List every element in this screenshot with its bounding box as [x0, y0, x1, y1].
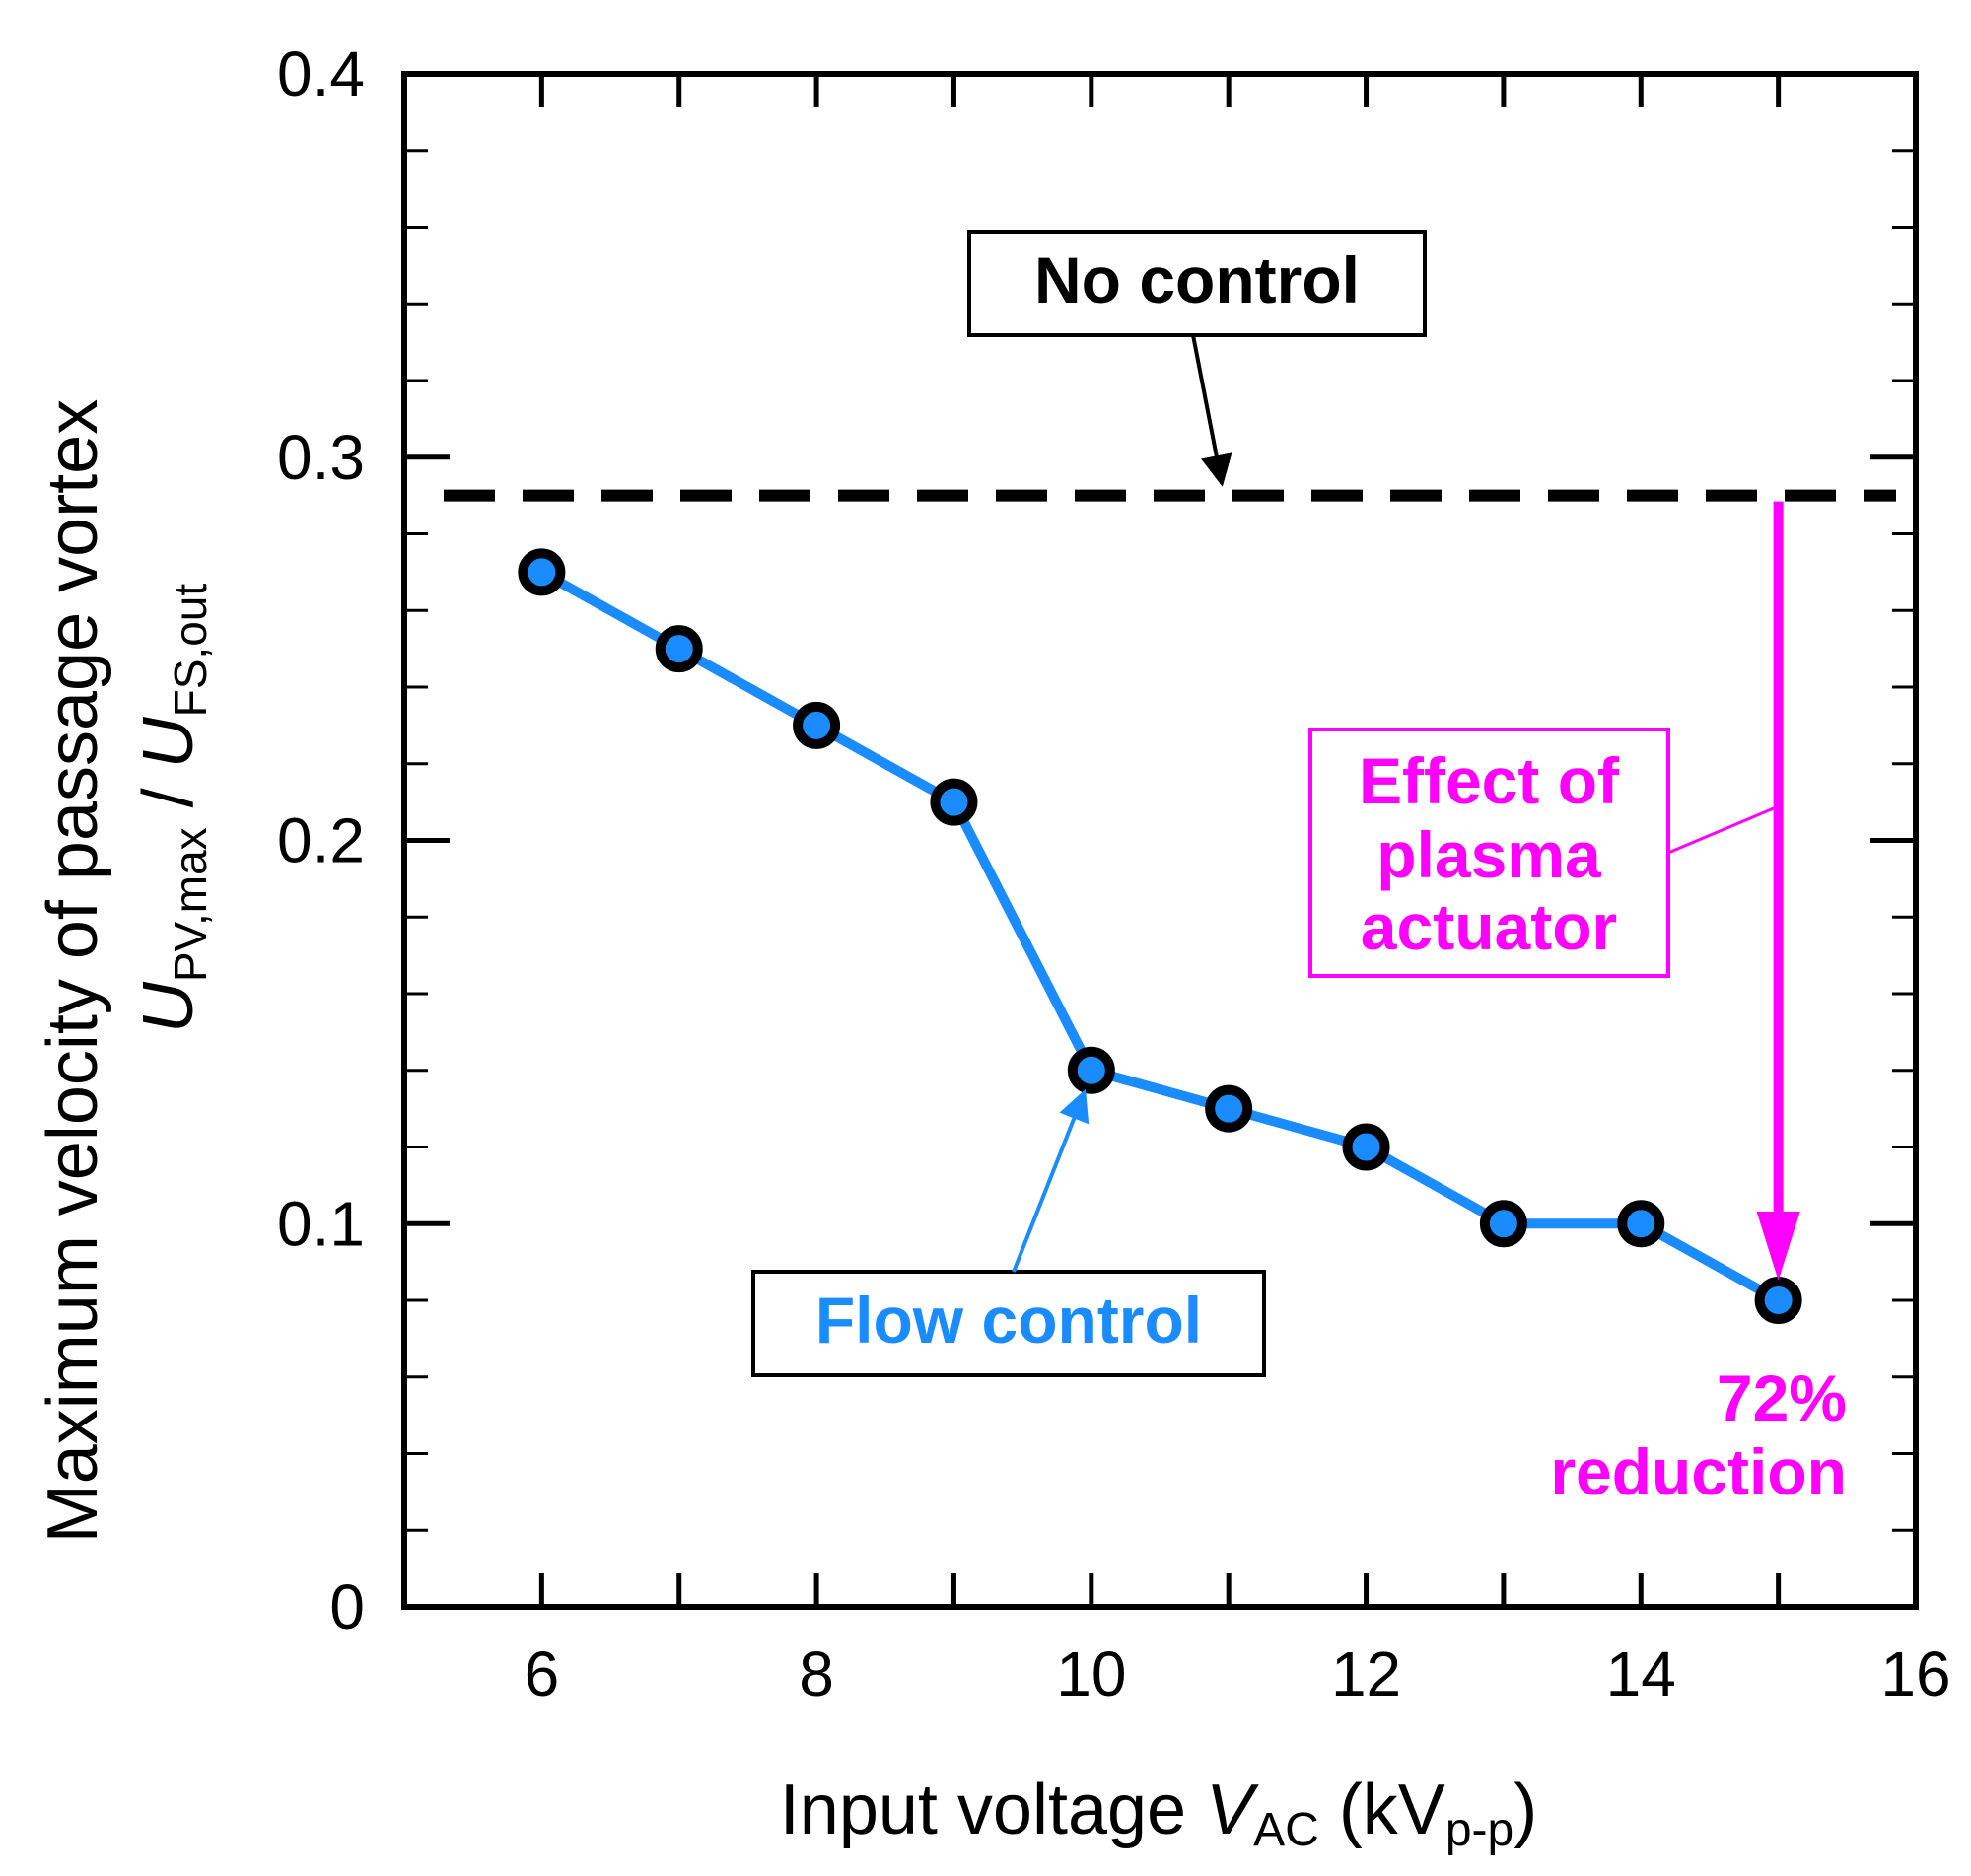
y-tick-label: 0.4 [277, 38, 365, 109]
x-axis-unit-open: (kV [1319, 1771, 1445, 1849]
y-tick-label: 0.2 [277, 805, 365, 876]
effect-label-line3: actuator [1361, 890, 1617, 963]
effect-label-box [1308, 728, 1670, 978]
tick-labels: 6 8 10 12 14 16 0 0.1 0.2 0.3 0.4 [277, 38, 1951, 1709]
y-tick-label: 0 [329, 1571, 365, 1642]
x-axis-var-sub: AC [1253, 1804, 1319, 1856]
no-control-label: No control [1034, 243, 1360, 316]
y-axis-u1-sub: PV,max [165, 827, 216, 982]
flow-control-label: Flow control [815, 1284, 1202, 1356]
y-tick-label: 0.3 [277, 422, 365, 493]
effect-label-line2: plasma [1376, 818, 1602, 891]
flow-control-label-box [751, 1270, 1266, 1377]
flow-control-point [930, 778, 978, 826]
flow-control-point [793, 701, 841, 749]
flow-control-point [1617, 1200, 1665, 1248]
flow-control-point [518, 548, 566, 596]
x-tick-label: 6 [525, 1638, 560, 1709]
flow-control-point [1754, 1277, 1802, 1324]
x-tick-label: 8 [799, 1638, 834, 1709]
x-tick-label: 12 [1331, 1638, 1401, 1709]
flow-control-point [1479, 1200, 1527, 1248]
y-axis-u2: U [129, 716, 208, 768]
effect-label-line1: Effect of [1359, 744, 1620, 817]
flow-control-point [1205, 1084, 1253, 1133]
x-axis-unit-sub: p-p [1445, 1804, 1513, 1856]
x-tick-label: 16 [1880, 1638, 1950, 1709]
x-axis-title: Input voltage VAC (kVp-p) [780, 1771, 1537, 1856]
y-axis-u1: U [129, 981, 208, 1033]
no-control-arrow [1191, 334, 1232, 487]
x-axis-unit-close: ) [1513, 1771, 1537, 1849]
y-axis-slash: / [129, 768, 208, 827]
y-tick-label: 0.1 [277, 1188, 365, 1259]
x-tick-label: 14 [1606, 1638, 1676, 1709]
flow-control-point [655, 625, 703, 673]
reduction-label-line2: reduction [1550, 1435, 1847, 1508]
x-tick-label: 10 [1056, 1638, 1126, 1709]
reduction-label-line1: 72% [1717, 1361, 1847, 1434]
y-axis-title-line1: Maximum velocity of passage vortex [34, 399, 112, 1543]
flow-control-arrow [1012, 1088, 1090, 1273]
no-control-label-box [967, 230, 1427, 337]
flow-control-point [1342, 1123, 1390, 1171]
flow-control-series-points [518, 548, 1802, 1324]
effect-arrow-head [1756, 1212, 1800, 1281]
effect-leader-line [1667, 804, 1780, 855]
y-axis-title-line2: UPV,max / UFS,out [129, 584, 216, 1034]
x-axis-prefix: Input voltage [780, 1771, 1206, 1849]
flow-control-point [1067, 1046, 1115, 1094]
plot-frame [401, 71, 1919, 1610]
y-axis-u2-sub: FS,out [165, 584, 216, 718]
x-axis-var: V [1206, 1771, 1259, 1849]
flow-control-series-line [538, 568, 1782, 1305]
